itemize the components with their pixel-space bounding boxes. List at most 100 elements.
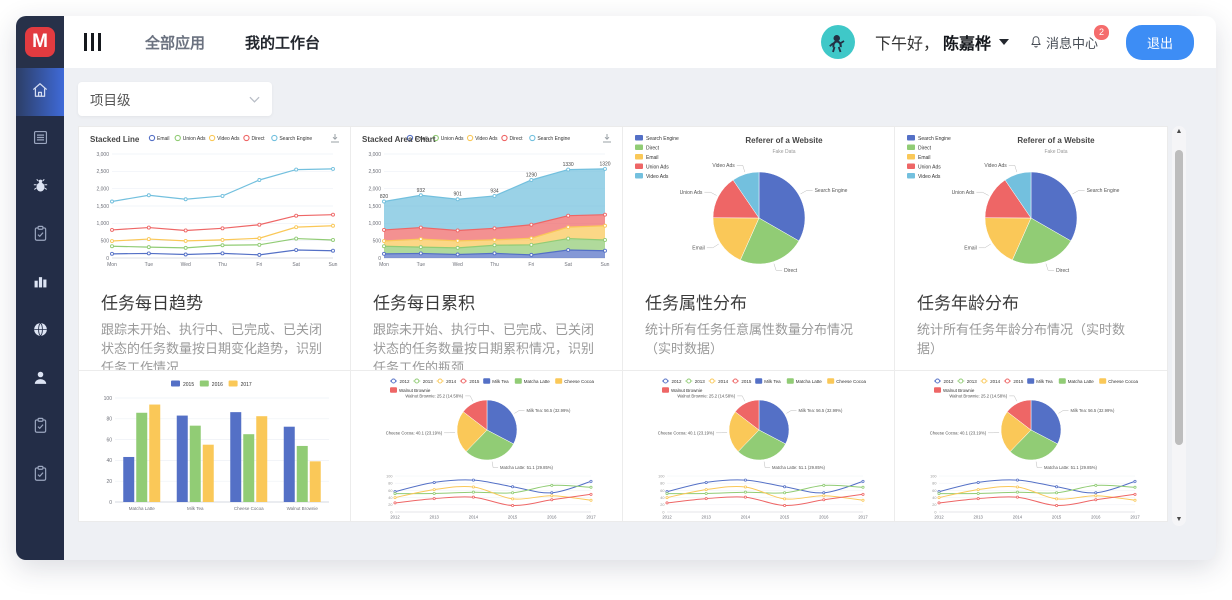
svg-text:Milk Tea: Milk Tea [1036, 379, 1053, 384]
card-chart: Search Engine Direct Email Union Ads Video A… [901, 130, 1161, 281]
scroll-down-icon[interactable]: ▼ [1175, 516, 1183, 523]
dashboard-card[interactable]: Search Engine Direct Email Union Ads Video A… [895, 127, 1167, 371]
svg-text:2015: 2015 [779, 515, 789, 520]
nav-all-apps[interactable]: 全部应用 [145, 34, 206, 52]
svg-text:2017: 2017 [240, 382, 251, 388]
svg-text:Search Engine: Search Engine [1087, 188, 1120, 194]
scroll-up-icon[interactable]: ▲ [1175, 128, 1183, 135]
sidebar-item-clipboard-check[interactable] [16, 452, 64, 500]
avatar[interactable] [820, 25, 855, 59]
svg-text:Mon: Mon [379, 262, 389, 268]
svg-text:2014: 2014 [718, 379, 729, 384]
chart-legend[interactable]: Email Union Ads Video Ads Direct Search Engi… [406, 134, 570, 142]
chart-legend[interactable]: Search Engine Direct Email Union Ads Video A… [634, 135, 679, 180]
chart-legend[interactable]: 2012 2013 2014 2015 Milk Tea Matcha Latte Chee… [934, 378, 1138, 393]
sidebar-item-bug[interactable] [16, 164, 64, 212]
card-chart: Email Union Ads Video Ads Direct Search Engi… [357, 130, 617, 281]
svg-text:20: 20 [932, 503, 936, 507]
chart-legend[interactable]: Search Engine Direct Email Union Ads Video A… [907, 135, 951, 180]
home-icon [30, 80, 50, 105]
menu-icon[interactable] [84, 33, 101, 51]
svg-text:Union Ads: Union Ads [182, 136, 205, 142]
dashboard-card[interactable]: Email Union Ads Video Ads Direct Search Engi… [351, 127, 623, 371]
sidebar-item-clipboard-check[interactable] [16, 404, 64, 452]
scope-select[interactable]: 项目级 [78, 82, 272, 116]
message-center[interactable]: 消息中心 2 [1029, 23, 1110, 52]
svg-text:Walnut Brownie: Walnut Brownie [671, 388, 703, 393]
svg-text:Video Ads: Video Ads [918, 174, 941, 180]
svg-text:2012: 2012 [390, 515, 400, 520]
logo-container: M [16, 16, 64, 68]
dashboard-card[interactable]: 2015 2016 2017 0 20 40 60 80 100 Matcha Latte Milk… [79, 371, 351, 521]
svg-text:Milk Tea: 56.5 (32.99%): Milk Tea: 56.5 (32.99%) [1071, 408, 1116, 413]
svg-text:Search Engine: Search Engine [279, 136, 312, 142]
app-logo[interactable]: M [25, 27, 55, 57]
svg-text:Video Ads: Video Ads [712, 163, 735, 169]
sidebar-item-bar-chart[interactable] [16, 260, 64, 308]
svg-text:3,000: 3,000 [368, 152, 381, 158]
svg-text:100: 100 [930, 474, 936, 478]
chart-legend[interactable]: 2012 2013 2014 2015 Milk Tea Matcha Latte Chee… [661, 378, 866, 393]
app-body: 项目级 Email Union Ads Video Ads Direct Search … [16, 68, 1216, 560]
svg-text:Fri: Fri [256, 262, 262, 268]
svg-text:Video Ads: Video Ads [646, 174, 669, 180]
svg-text:2017: 2017 [1130, 515, 1140, 520]
svg-text:Milk Tea: Milk Tea [764, 379, 781, 384]
svg-text:Cheese Cocoa: Cheese Cocoa [1108, 379, 1138, 384]
dashboard-card[interactable]: 2012 2013 2014 2015 Milk Tea Matcha Latte Chee… [623, 371, 895, 521]
notification-badge: 2 [1092, 23, 1110, 41]
card-chart: 2012 2013 2014 2015 Milk Tea Matcha Latte Chee… [901, 374, 1161, 521]
user-menu[interactable]: 下午好， 陈嘉桦 [875, 30, 1009, 54]
bug-icon [31, 176, 50, 200]
sidebar-item-home[interactable] [16, 68, 64, 116]
svg-text:2,000: 2,000 [368, 186, 381, 192]
svg-text:Email: Email [157, 136, 170, 142]
logout-button[interactable]: 退出 [1125, 24, 1194, 60]
chevron-down-icon [249, 96, 260, 103]
svg-text:Walnut Brownie: Walnut Brownie [943, 388, 975, 393]
svg-text:Wed: Wed [452, 262, 462, 268]
nav-my-workspace[interactable]: 我的工作台 [245, 34, 321, 52]
svg-text:20: 20 [106, 479, 112, 485]
svg-text:2014: 2014 [990, 379, 1001, 384]
panel-scrollbar[interactable]: ▲ ▼ [1172, 126, 1186, 526]
sidebar-item-document[interactable] [16, 116, 64, 164]
svg-text:1,000: 1,000 [96, 221, 109, 227]
sidebar-item-clipboard-check[interactable] [16, 212, 64, 260]
chart-legend[interactable]: 2012 2013 2014 2015 Milk Tea Matcha Latte Chee… [389, 378, 594, 393]
save-as-image-icon[interactable] [602, 134, 611, 143]
chart-legend[interactable]: Email Union Ads Video Ads Direct Search Engi… [148, 134, 312, 142]
dashboard-card[interactable]: Search Engine Direct Email Union Ads Video A… [623, 127, 895, 371]
card-title: 任务每日累积 [373, 294, 475, 313]
chart-legend[interactable]: 2015 2016 2017 [170, 380, 252, 388]
sidebar-item-user[interactable] [16, 356, 64, 404]
svg-text:Union Ads: Union Ads [918, 164, 941, 170]
svg-text:60: 60 [932, 489, 936, 493]
svg-text:2016: 2016 [211, 382, 222, 388]
svg-text:Walnut Brownie: 25.2 (14.58%): Walnut Brownie: 25.2 (14.58%) [949, 393, 1007, 398]
svg-text:2,500: 2,500 [96, 169, 109, 175]
svg-text:80: 80 [106, 417, 112, 423]
save-as-image-icon[interactable] [330, 134, 339, 143]
svg-text:Milk Tea: 56.5 (32.99%): Milk Tea: 56.5 (32.99%) [798, 408, 843, 413]
main-nav: 全部应用 我的工作台 [145, 32, 320, 53]
card-chart: 2015 2016 2017 0 20 40 60 80 100 Matcha Latte Milk… [85, 374, 345, 521]
main-content: 项目级 Email Union Ads Video Ads Direct Search … [64, 68, 1216, 560]
scrollbar-thumb[interactable] [1175, 150, 1183, 445]
dashboard-card[interactable]: 2012 2013 2014 2015 Milk Tea Matcha Latte Chee… [351, 371, 623, 521]
svg-text:2015: 2015 [183, 382, 194, 388]
svg-text:80: 80 [388, 482, 392, 486]
greeting-text: 下午好， [874, 36, 939, 53]
dashboard-card[interactable]: Email Union Ads Video Ads Direct Search Engi… [79, 127, 351, 371]
chart-pie-line: 2012 2013 2014 2015 Milk Tea Matcha Latte Chee… [930, 378, 1140, 520]
svg-text:2015: 2015 [507, 515, 517, 520]
dashboard-card[interactable]: 2012 2013 2014 2015 Milk Tea Matcha Latte Chee… [895, 371, 1167, 521]
svg-text:100: 100 [386, 474, 392, 478]
svg-text:1,500: 1,500 [368, 204, 381, 210]
bar-chart-icon [31, 272, 50, 296]
svg-text:Walnut Brownie: 25.2 (14.58%): Walnut Brownie: 25.2 (14.58%) [405, 393, 463, 398]
svg-text:Direct: Direct [784, 268, 798, 274]
svg-text:2,000: 2,000 [96, 186, 109, 192]
svg-text:100: 100 [658, 474, 664, 478]
sidebar-item-globe[interactable] [16, 308, 64, 356]
